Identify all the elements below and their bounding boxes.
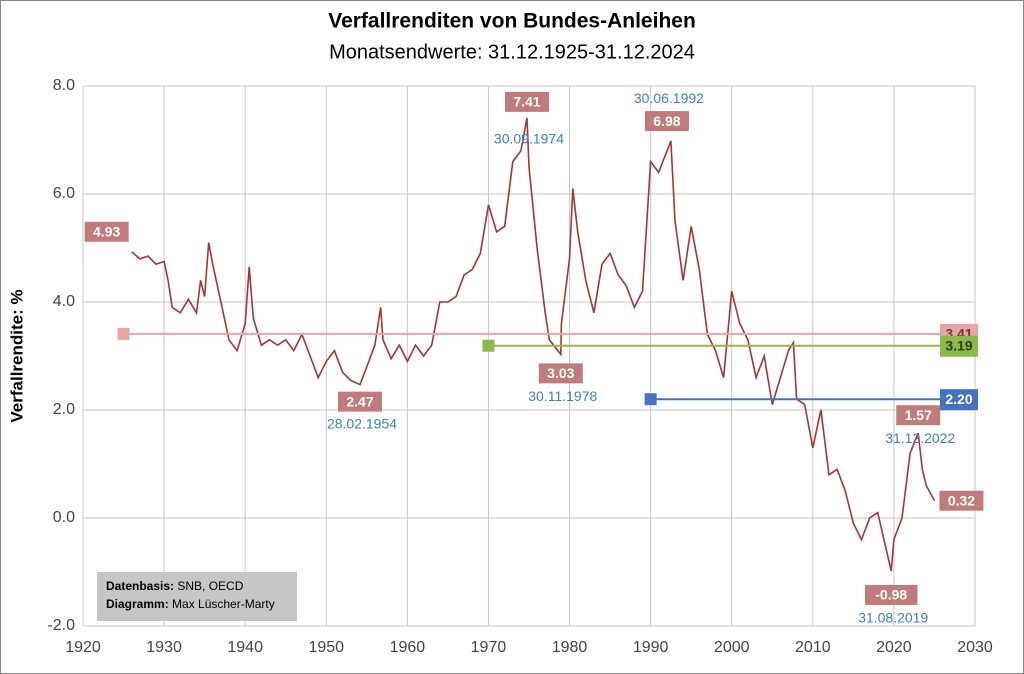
date-label: 30.11.1978	[528, 388, 597, 404]
source-basis-label: Datenbasis:	[106, 579, 174, 593]
date-label: 28.02.1954	[327, 415, 397, 431]
value-label: 7.41	[513, 94, 540, 110]
x-tick-label: 1950	[308, 639, 344, 656]
mean-start-marker	[482, 339, 495, 352]
value-label: 4.93	[93, 223, 120, 239]
y-tick-label: 2.0	[53, 401, 75, 418]
y-tick-label: -2.0	[47, 617, 75, 634]
value-label-box	[864, 584, 918, 605]
mean-start-marker	[644, 393, 657, 406]
chart-title: Verfallrenditen von Bundes-Anleihen	[328, 10, 696, 33]
value-label-box	[504, 91, 549, 112]
date-label: 31.12.2022	[885, 430, 955, 446]
value-label-box	[338, 391, 383, 412]
y-axis-label: Verfallrendite: %	[7, 289, 26, 422]
value-label: 6.98	[653, 113, 680, 129]
x-tick-label: 1930	[146, 639, 182, 656]
source-diagram: Diagramm: Max Lüscher-Marty	[106, 597, 275, 611]
value-label-box	[84, 221, 129, 242]
source-basis: Datenbasis: SNB, OECD	[106, 579, 244, 593]
x-tick-label: 1980	[552, 639, 588, 656]
x-tick-label: 2010	[795, 639, 831, 656]
source-diagram-label: Diagramm:	[106, 597, 169, 611]
value-label: -0.98	[875, 587, 907, 603]
chart-subtitle: Monatsendwerte: 31.12.1925-31.12.2024	[329, 41, 695, 63]
y-tick-label: 8.0	[53, 77, 75, 94]
data-line	[131, 117, 936, 572]
value-label-box	[644, 111, 689, 132]
value-label-box	[939, 490, 984, 511]
x-tick-label: 2030	[957, 639, 993, 656]
value-label: 0.32	[948, 492, 975, 508]
mean-label-box	[940, 335, 978, 357]
mean-start-marker	[117, 327, 130, 340]
source-diagram-value: Max Lüscher-Marty	[172, 597, 275, 611]
x-tick-label: 2000	[714, 639, 750, 656]
date-label: 31.08.2019	[858, 610, 928, 626]
source-box	[97, 572, 297, 621]
value-label-box	[896, 405, 941, 426]
y-tick-label: 4.0	[53, 293, 75, 310]
y-tick-label: 6.0	[53, 185, 75, 202]
x-tick-label: 2020	[876, 639, 912, 656]
mean-label: 3.19	[945, 337, 972, 353]
value-label-box	[538, 363, 583, 384]
value-label: 2.47	[346, 393, 373, 409]
x-tick-label: 1940	[227, 639, 263, 656]
x-tick-label: 1920	[65, 639, 101, 656]
mean-label: 2.20	[945, 391, 972, 407]
value-label: 3.03	[547, 365, 574, 381]
source-basis-value: SNB, OECD	[177, 579, 243, 593]
x-tick-label: 1970	[471, 639, 507, 656]
y-tick-label: 0.0	[53, 509, 75, 526]
date-label: 30.09.1974	[494, 131, 564, 147]
plot: -2.0 0.0 2.0 4.0 6.0 8.0 1920 1930 1940 1950 1960 1…	[47, 77, 992, 656]
x-tick-label: 1990	[633, 639, 669, 656]
x-tick-label: 1960	[390, 639, 426, 656]
value-label: 1.57	[905, 407, 932, 423]
date-label: 30.06.1992	[634, 90, 704, 106]
mean-label-box	[940, 389, 978, 411]
